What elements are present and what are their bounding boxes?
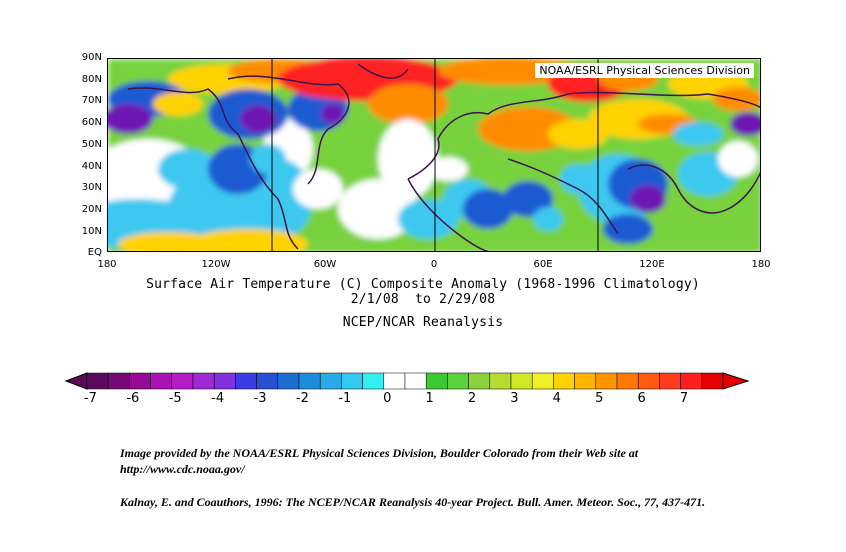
- credit-label: NOAA/ESRL Physical Sciences Division: [535, 63, 754, 78]
- colorbar-cell: [574, 372, 597, 390]
- colorbar-cell: [489, 372, 512, 390]
- colorbar-cell: [107, 372, 130, 390]
- lon-label: 60W: [313, 259, 337, 270]
- colorbar-cell: [637, 372, 660, 390]
- colorbar-cell: [277, 372, 300, 390]
- dataset-label: NCEP/NCAR Reanalysis: [342, 315, 504, 330]
- colorbar-cell: [425, 372, 448, 390]
- citation: Kalnay, E. and Coauthors, 1996: The NCEP…: [120, 495, 706, 509]
- lat-label: 80N: [81, 73, 102, 85]
- lon-label: 0: [430, 259, 438, 270]
- colorbar-label: 1: [425, 391, 434, 406]
- lat-label: 90N: [81, 52, 102, 63]
- colorbar-label: 0: [383, 391, 392, 406]
- attribution-line1: Image provided by the NOAA/ESRL Physical…: [120, 446, 639, 460]
- colorbar-cell: [213, 372, 236, 390]
- lon-label: 180: [751, 259, 771, 270]
- anomaly-field: [108, 59, 760, 251]
- attribution-url: http://www.cdc.noaa.gov/: [120, 462, 245, 476]
- colorbar-label: -3: [253, 391, 267, 406]
- colorbar: [64, 372, 750, 390]
- lat-label: 20N: [81, 203, 102, 215]
- colorbar-cell: [171, 372, 194, 390]
- colorbar-label: -6: [126, 391, 140, 406]
- colorbar-cell: [553, 372, 575, 390]
- colorbar-cell: [595, 372, 618, 390]
- colorbar-label: -4: [211, 391, 225, 406]
- colorbar-cell: [150, 372, 173, 390]
- coastlines: [127, 63, 760, 251]
- date-range: 2/1/08 to 2/29/08: [350, 292, 496, 307]
- colorbar-cell: [616, 372, 639, 390]
- colorbar-cell: [192, 372, 215, 390]
- colorbar-label: -5: [168, 391, 182, 406]
- colorbar-label: 6: [637, 391, 646, 406]
- colorbar-cell: [701, 372, 724, 390]
- lat-label: 70N: [81, 95, 102, 107]
- colorbar-label: -1: [338, 391, 352, 406]
- lat-label: 10N: [81, 225, 102, 237]
- colorbar-cell: [298, 372, 321, 390]
- lon-label: 180: [97, 259, 117, 270]
- colorbar-cell: [341, 372, 363, 390]
- colorbar-cell: [256, 372, 279, 390]
- colorbar-cell: [447, 372, 469, 390]
- colorbar-low-arrow: [64, 372, 88, 390]
- lat-label: 50N: [81, 138, 102, 150]
- colorbar-label: 3: [510, 391, 519, 406]
- lat-label: EQ: [87, 247, 102, 259]
- anomaly-map: NOAA/ESRL Physical Sciences Division: [107, 58, 761, 252]
- colorbar-label: -7: [83, 391, 97, 406]
- lon-label: 120E: [639, 259, 665, 270]
- colorbar-label: 2: [467, 391, 477, 406]
- colorbar-label: 5: [595, 391, 604, 406]
- lon-label: 120W: [201, 259, 231, 270]
- colorbar-cell: [362, 372, 385, 390]
- colorbar-cell: [86, 372, 109, 390]
- colorbar-cell: [129, 372, 151, 390]
- colorbar-cell: [659, 372, 681, 390]
- lat-label: 30N: [81, 182, 102, 194]
- colorbar-high-arrow: [722, 372, 750, 390]
- lon-label: 60E: [533, 259, 553, 270]
- colorbar-cell: [404, 372, 427, 390]
- lat-label: 60N: [81, 117, 102, 129]
- colorbar-label: 7: [679, 391, 689, 406]
- colorbar-cell: [510, 372, 533, 390]
- colorbar-cell: [468, 372, 491, 390]
- lat-label: 40N: [81, 160, 102, 172]
- map-title: Surface Air Temperature (C) Composite An…: [146, 277, 700, 292]
- colorbar-cell: [235, 372, 257, 390]
- colorbar-cell: [680, 372, 703, 390]
- colorbar-cell: [531, 372, 554, 390]
- colorbar-cell: [319, 372, 342, 390]
- colorbar-cell: [383, 372, 406, 390]
- colorbar-label: -2: [295, 391, 309, 406]
- colorbar-label: 4: [552, 391, 561, 406]
